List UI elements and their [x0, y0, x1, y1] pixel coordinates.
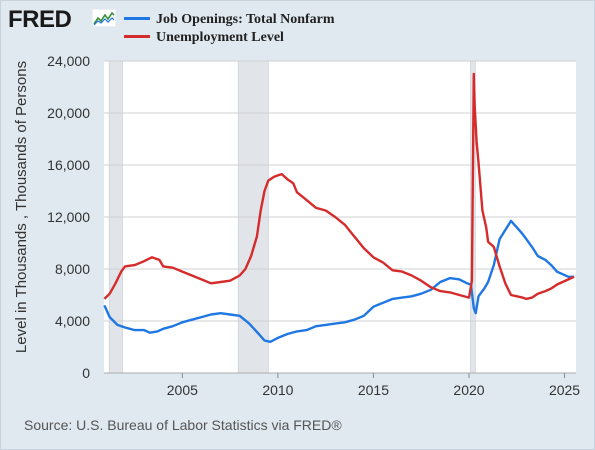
y-tick-label-0: 0	[82, 365, 90, 381]
y-tick-label-4: 16,000	[47, 157, 90, 173]
y-tick-label-5: 20,000	[47, 105, 90, 121]
x-tick-label-3: 2020	[453, 382, 484, 398]
x-tick-label-4: 2025	[549, 382, 580, 398]
y-axis-label: Level in Thousands , Thousands of Person…	[13, 61, 30, 353]
legend-label-job-openings: Job Openings: Total Nonfarm	[156, 12, 335, 27]
x-tick-label-0: 2005	[167, 382, 198, 398]
y-tick-label-6: 24,000	[47, 53, 90, 69]
fred-logo-graph-icon	[92, 9, 116, 27]
x-tick-label-2: 2015	[358, 382, 389, 398]
fred-logo: FRED	[8, 6, 72, 33]
legend-swatch-job-openings	[124, 17, 150, 21]
x-tick-label-1: 2010	[262, 382, 293, 398]
y-tick-label-2: 8,000	[55, 261, 90, 277]
legend-item-job-openings: Job Openings: Total Nonfarm	[124, 12, 335, 28]
y-tick-label-1: 4,000	[55, 313, 90, 329]
legend-label-unemployment: Unemployment Level	[156, 30, 284, 45]
legend-swatch-unemployment	[124, 35, 150, 39]
series-line-job-openings	[103, 219, 575, 343]
source-note: Source: U.S. Bureau of Labor Statistics …	[24, 417, 342, 433]
y-tick-label-3: 12,000	[47, 209, 90, 225]
series-line-unemployment	[103, 72, 575, 301]
legend-item-unemployment: Unemployment Level	[124, 30, 284, 46]
